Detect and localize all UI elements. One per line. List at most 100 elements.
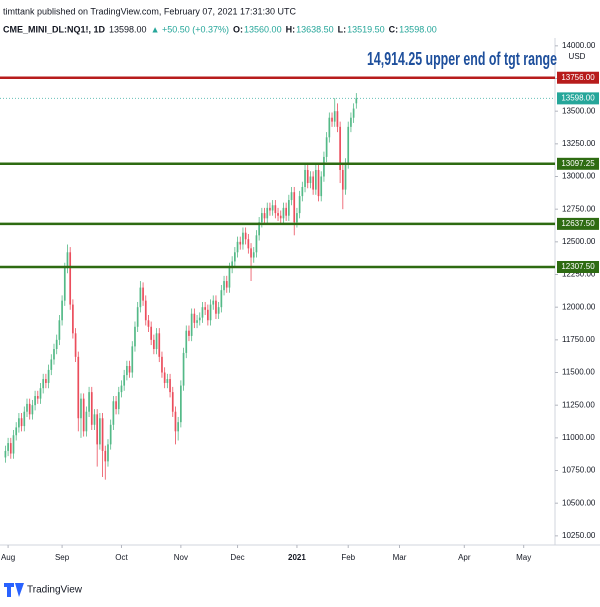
- x-tick-label: Dec: [230, 553, 244, 562]
- candle-body: [282, 207, 285, 219]
- y-unit: USD: [569, 52, 586, 61]
- candle-body: [20, 418, 23, 427]
- candle-body: [207, 309, 209, 321]
- candle-body: [217, 307, 220, 314]
- ohlc-key: O:: [233, 24, 243, 34]
- candle-body: [31, 405, 34, 415]
- candle-body: [301, 186, 304, 197]
- candle-body: [107, 444, 109, 462]
- candle-body: [312, 176, 314, 190]
- candle-body: [236, 241, 239, 253]
- candle-body: [72, 304, 74, 334]
- y-tick-label: 10250.00: [562, 531, 596, 540]
- header-text: ▲ +50.50 (+0.37%): [151, 24, 229, 34]
- candle-body: [131, 346, 134, 373]
- candle-body: [90, 392, 93, 425]
- candle-body: [12, 435, 15, 454]
- candle-body: [180, 385, 182, 423]
- header-text: CME_MINI_DL:NQ1!, 1D: [3, 24, 106, 34]
- candle-body: [42, 379, 45, 389]
- x-tick-label: 2021: [288, 553, 306, 562]
- y-tick-label: 13000.00: [562, 172, 596, 181]
- candle-body: [309, 176, 312, 184]
- candle-body: [304, 169, 306, 187]
- candle-body: [228, 267, 231, 288]
- candle-body: [123, 375, 126, 386]
- y-tick-label: 12000.00: [562, 302, 596, 311]
- candle-body: [36, 396, 39, 399]
- candle-body: [247, 239, 250, 249]
- candle-body: [169, 379, 171, 393]
- header-text: 13598.00: [109, 24, 147, 34]
- candle-body: [220, 290, 223, 308]
- header-text: 13519.50: [347, 24, 385, 34]
- candle-body: [55, 339, 58, 349]
- header-text: 13598.00: [399, 24, 437, 34]
- candle-body: [96, 414, 99, 445]
- level-label-box: [557, 71, 599, 84]
- candle-body: [263, 213, 266, 219]
- candle-body: [293, 192, 296, 223]
- candle-body: [341, 169, 344, 190]
- candle-body: [139, 287, 142, 308]
- candle-body: [136, 307, 139, 327]
- candle-body: [85, 411, 88, 432]
- candle-body: [279, 215, 282, 219]
- y-tick-label: 11000.00: [562, 433, 595, 442]
- candle-body: [201, 307, 204, 318]
- candle-body: [115, 401, 117, 410]
- candle-body: [190, 313, 193, 336]
- candle-body: [231, 261, 233, 268]
- level-label-box: [557, 217, 599, 230]
- candle-body: [88, 392, 90, 412]
- candle-body: [117, 392, 120, 410]
- candle-body: [347, 126, 350, 164]
- x-tick-label: Nov: [174, 553, 188, 562]
- candle-body: [50, 359, 53, 370]
- y-tick-label: 12250.00: [562, 270, 596, 279]
- x-tick-label: Sep: [55, 553, 70, 562]
- candle-body: [128, 365, 131, 373]
- y-tick-label: 13500.00: [562, 106, 596, 115]
- candle-body: [233, 252, 236, 262]
- candle-body: [15, 427, 18, 436]
- ohlc-key: H:: [286, 24, 296, 34]
- y-tick-label: 11500.00: [562, 368, 595, 377]
- candle-body: [266, 207, 269, 219]
- candle-body: [66, 252, 69, 268]
- ohlc-key: C:: [389, 24, 399, 34]
- candle-body: [45, 379, 47, 383]
- candle-body: [252, 252, 255, 258]
- candle-body: [4, 450, 7, 458]
- candle-body: [196, 320, 198, 323]
- ohlc-key: L:: [338, 24, 347, 34]
- logo: TradingView: [4, 583, 83, 597]
- candle-body: [155, 333, 158, 349]
- candle-body: [134, 326, 136, 347]
- symbol-line: CME_MINI_DL:NQ1!, 1D 13598.00 ▲ +50.50 (+0…: [3, 24, 437, 34]
- candle-body: [120, 385, 123, 393]
- y-tick-label: 11750.00: [562, 335, 595, 344]
- level-label-box: [557, 92, 599, 105]
- level-label: 12307.50: [561, 262, 595, 271]
- candle-body: [336, 111, 339, 127]
- y-tick-label: 13250.00: [562, 139, 596, 148]
- x-tick-label: Mar: [393, 553, 407, 562]
- y-tick-label: 10750.00: [562, 466, 596, 475]
- candle-body: [212, 300, 215, 305]
- candle-body: [269, 207, 271, 211]
- logo-icon: [4, 583, 24, 597]
- candle-body: [209, 304, 212, 321]
- candle-body: [58, 320, 61, 340]
- candle-body: [290, 192, 293, 201]
- candle-body: [339, 126, 341, 170]
- candle-body: [126, 365, 128, 376]
- candle-body: [355, 98, 358, 104]
- candle-body: [166, 379, 169, 383]
- candle-body: [188, 330, 190, 336]
- candle-body: [47, 369, 50, 383]
- candle-body: [271, 205, 274, 211]
- candle-body: [34, 396, 36, 406]
- candle-body: [260, 213, 263, 223]
